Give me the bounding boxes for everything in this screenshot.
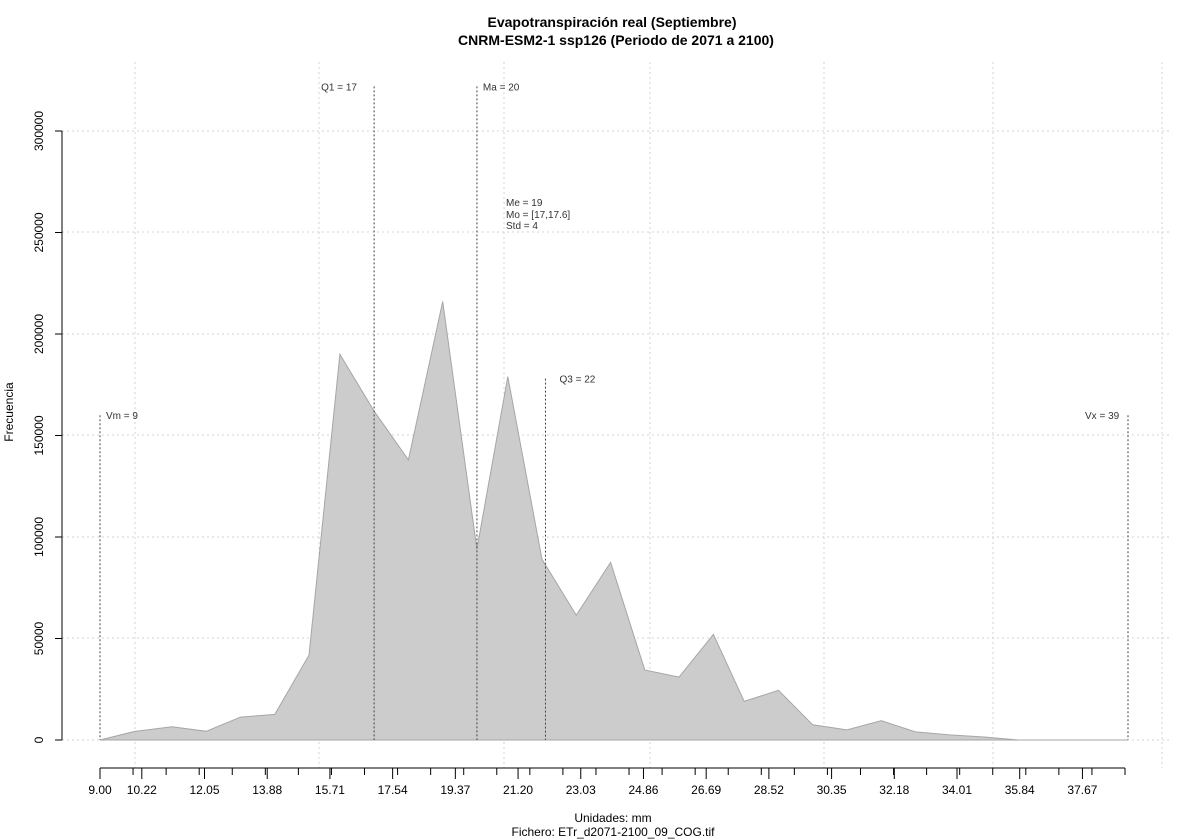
stat-mode: Mo = [17,17.6]: [506, 210, 570, 221]
chart-labels: Evapotranspiración real (Septiembre) CNR…: [2, 14, 774, 839]
stat-std: Std = 4: [506, 221, 538, 232]
x-tick-label: 23.03: [566, 783, 596, 797]
stat-label: Q3 = 22: [559, 375, 595, 386]
y-tick-label: 50000: [32, 621, 46, 655]
y-tick-label: 100000: [32, 517, 46, 557]
y-tick-label: 200000: [32, 314, 46, 354]
x-tick-label: 21.20: [503, 783, 533, 797]
y-tick-label: 0: [32, 736, 46, 743]
frequency-area: [99, 301, 1128, 741]
x-tick-label: 12.05: [189, 783, 219, 797]
stat-label: Vx = 39: [1085, 411, 1120, 422]
x-tick-label: 17.54: [378, 783, 408, 797]
y-tick-label: 150000: [32, 415, 46, 455]
x-tick-label: 26.69: [691, 783, 721, 797]
y-tick-label: 300000: [32, 111, 46, 151]
stat-label: Vm = 9: [106, 411, 138, 422]
x-tick-label: 35.84: [1005, 783, 1035, 797]
x-tick-label: 28.52: [754, 783, 784, 797]
x-tick-label: 24.86: [628, 783, 658, 797]
x-tick-label: 13.88: [252, 783, 282, 797]
chart-title: Evapotranspiración real (Septiembre): [488, 14, 737, 30]
x-tick-label: 15.71: [315, 783, 345, 797]
stat-median: Me = 19: [506, 198, 543, 209]
x-tick-label: 30.35: [817, 783, 847, 797]
stat-label: Ma = 20: [483, 82, 520, 93]
x-tick-label: 19.37: [440, 783, 470, 797]
statistic-lines: Vm = 9 Q1 = 17 Ma = 20 Q3 = 22 Vx = 39: [99, 82, 1129, 740]
file-caption: Fichero: ETr_d2071-2100_09_COG.tif: [512, 825, 716, 839]
x-tick-label: 9.00: [88, 783, 112, 797]
x-axis: 9.00 10.22 12.05 13.88 15.71 17.54 19.37 21.20 2…: [88, 767, 1126, 797]
x-tick-label: 37.67: [1067, 783, 1097, 797]
x-tick-label: 10.22: [127, 783, 157, 797]
x-axis-label: Unidades: mm: [574, 811, 651, 825]
y-tick-label: 250000: [32, 212, 46, 252]
y-axis-label: Frecuencia: [2, 382, 16, 442]
stat-label: Q1 = 17: [321, 82, 357, 93]
x-tick-label: 32.18: [879, 783, 909, 797]
x-tick-label: 34.01: [942, 783, 972, 797]
chart-subtitle: CNRM-ESM2-1 ssp126 (Periodo de 2071 a 21…: [458, 32, 774, 48]
y-axis: 0 50000 100000 150000 200000 250000 300000: [32, 111, 63, 743]
